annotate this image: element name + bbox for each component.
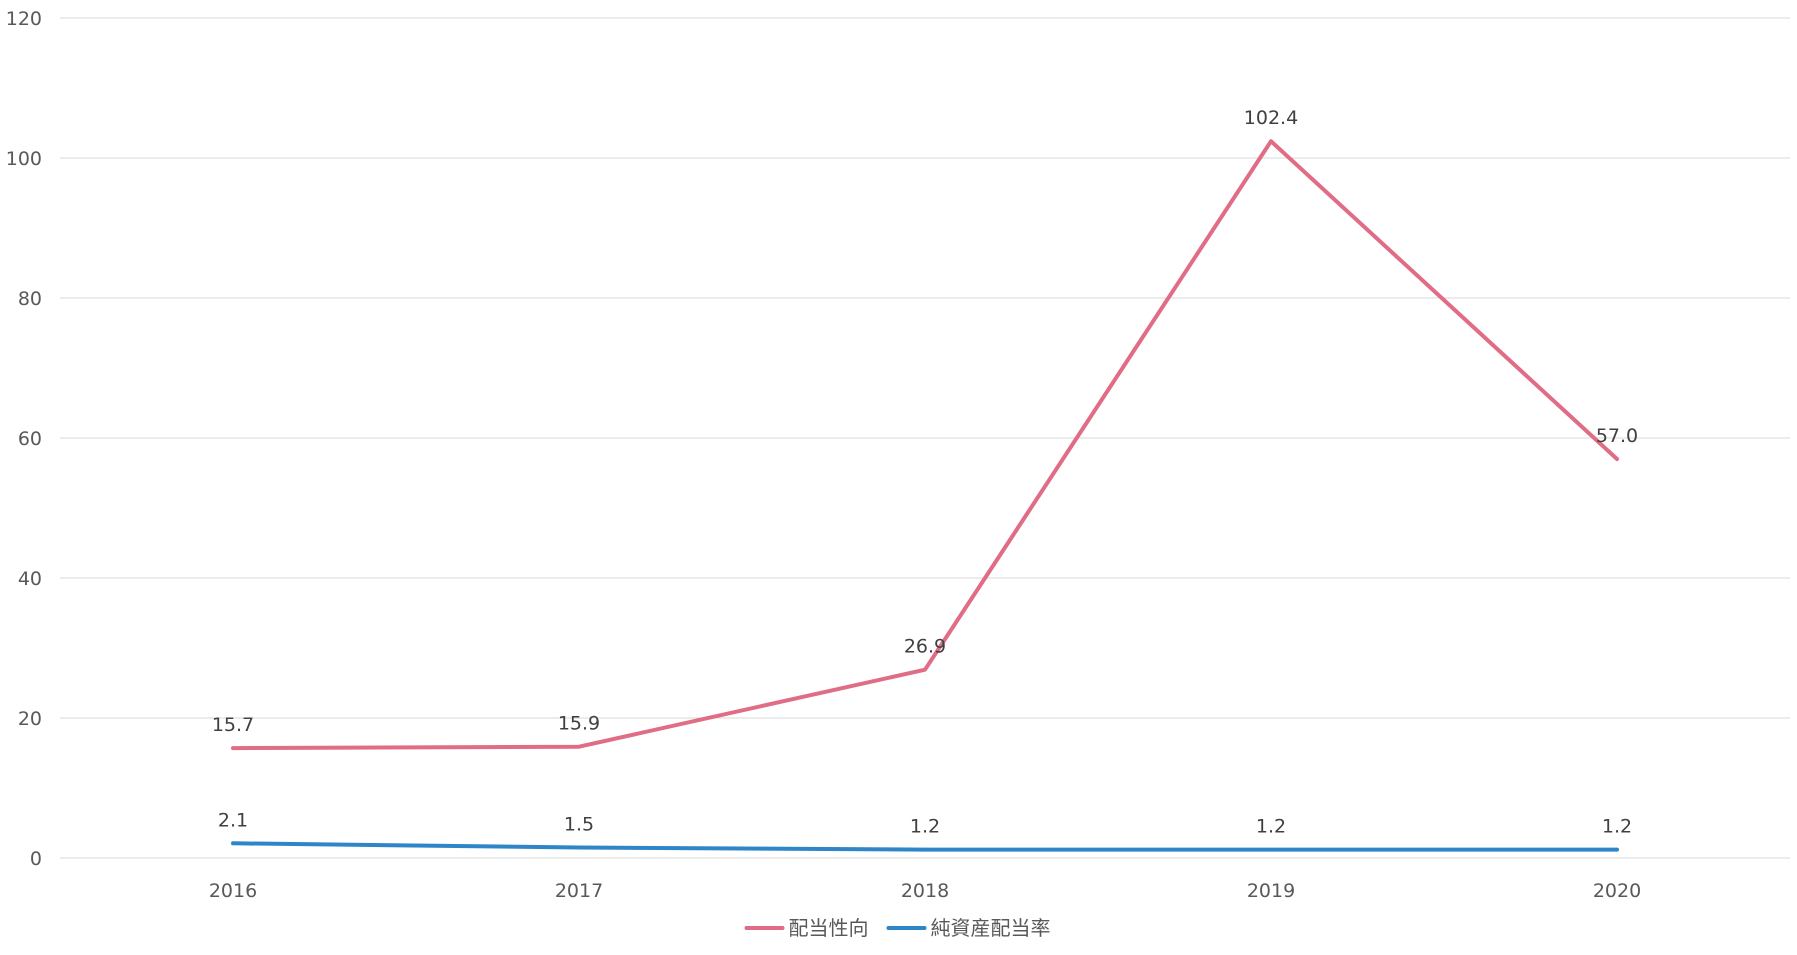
data-label: 57.0 — [1596, 425, 1638, 447]
data-label: 1.2 — [1256, 816, 1286, 838]
x-tick-label: 2017 — [555, 880, 603, 902]
x-tick-label: 2019 — [1247, 880, 1295, 902]
series-lines — [231, 139, 1619, 852]
y-tick-label: 80 — [18, 288, 42, 310]
y-tick-label: 0 — [30, 848, 42, 870]
series-line-1 — [231, 139, 1619, 751]
x-axis-ticks: 2016 2017 2018 2019 2020 — [209, 880, 1641, 902]
x-tick-label: 2016 — [209, 880, 257, 902]
series-line-2 — [231, 841, 1619, 852]
x-tick-label: 2020 — [1593, 880, 1641, 902]
y-tick-label: 40 — [18, 568, 42, 590]
data-label: 1.2 — [910, 816, 940, 838]
data-labels: 15.7 15.9 26.9 102.4 57.0 2.1 1.5 1.2 1.2 1.2 — [212, 107, 1638, 837]
y-tick-label: 120 — [6, 8, 42, 30]
y-tick-label: 20 — [18, 708, 42, 730]
data-label: 26.9 — [904, 636, 946, 658]
gridlines — [60, 17, 1790, 859]
x-tick-label: 2018 — [901, 880, 949, 902]
data-label: 102.4 — [1244, 107, 1298, 129]
legend-label: 純資産配当率 — [931, 916, 1051, 940]
data-label: 15.7 — [212, 714, 254, 736]
y-tick-label: 60 — [18, 428, 42, 450]
data-label: 15.9 — [558, 713, 600, 735]
y-axis-ticks: 0 20 40 60 80 100 120 — [6, 8, 42, 870]
y-tick-label: 100 — [6, 148, 42, 170]
legend-label: 配当性向 — [789, 916, 869, 940]
legend: 配当性向 純資産配当率 — [744, 916, 1051, 940]
data-label: 2.1 — [218, 809, 248, 831]
data-label: 1.5 — [564, 814, 594, 836]
data-label: 1.2 — [1602, 816, 1632, 838]
